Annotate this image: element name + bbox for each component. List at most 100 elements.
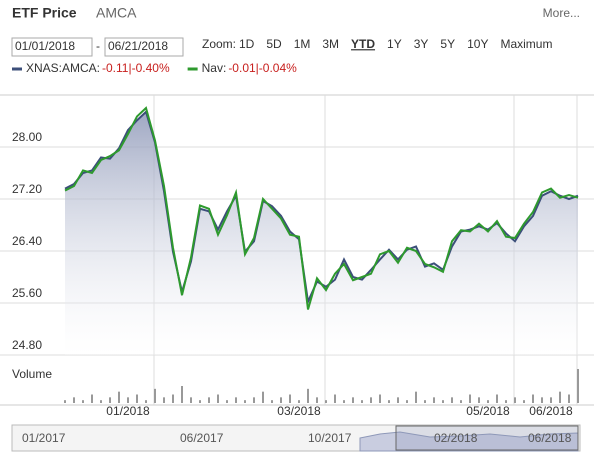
start-input[interactable]	[11, 37, 93, 57]
x-tick-label: 06/2018	[529, 404, 573, 418]
zoom-button[interactable]: 1D	[239, 37, 255, 51]
volume-bar	[64, 400, 66, 403]
title: ETF Price	[12, 5, 77, 21]
zoom-button[interactable]: 3M	[322, 37, 339, 51]
volume-bar	[478, 397, 480, 403]
navigator-label: 10/2017	[308, 431, 352, 445]
volume-bar	[343, 400, 345, 403]
volume-bar	[316, 397, 318, 403]
navigator-area	[359, 431, 579, 452]
volume-bar	[145, 400, 147, 403]
volume-bar	[163, 397, 165, 403]
volume-bar	[172, 394, 174, 403]
volume-bar	[217, 394, 219, 403]
volume-bar	[352, 397, 354, 403]
volume-bar	[370, 397, 372, 403]
legend-name: Nav:	[202, 61, 227, 75]
volume-bar	[505, 400, 507, 403]
volume-bar	[280, 397, 282, 403]
volume-bar	[136, 394, 138, 403]
navigator-window[interactable]	[395, 425, 579, 451]
volume-bar	[415, 391, 417, 403]
volume-bar	[442, 400, 444, 403]
zoom-label: Zoom:	[202, 37, 236, 51]
volume-bar	[559, 391, 561, 403]
start-date: 01/01/2018	[15, 39, 75, 53]
volume-bar	[118, 391, 120, 403]
zoom-button[interactable]: 1M	[294, 37, 311, 51]
volume-bar	[406, 400, 408, 403]
y-tick-label: 26.40	[12, 234, 42, 248]
zoom-button[interactable]: 3Y	[414, 37, 429, 51]
volume-bar	[433, 397, 435, 403]
volume-bar	[451, 397, 453, 403]
legend-change: -0.11|-0.40%	[102, 61, 170, 75]
volume-bar	[262, 391, 264, 403]
ticker: AMCA	[96, 5, 137, 21]
volume-bar	[181, 386, 183, 403]
navigator-label: 02/2018	[434, 431, 478, 445]
volume-bar	[289, 394, 291, 403]
volume-bar	[550, 397, 552, 403]
volume-bar	[523, 400, 525, 403]
volume-bar	[532, 394, 534, 403]
volume-bar	[541, 397, 543, 403]
x-tick-label: 05/2018	[466, 404, 510, 418]
volume-bar	[487, 400, 489, 403]
volume-bar	[469, 394, 471, 403]
volume-bar	[361, 400, 363, 403]
volume-bar	[379, 394, 381, 403]
y-tick-label: 24.80	[12, 338, 42, 352]
volume-bar	[91, 394, 93, 403]
separator: -	[96, 39, 100, 53]
zoom-button[interactable]: 10Y	[467, 37, 488, 51]
legend-change: -0.01|-0.04%	[228, 61, 297, 75]
volume-bar	[460, 400, 462, 403]
volume-bar	[514, 397, 516, 403]
volume-bar	[388, 400, 390, 403]
volume-bar	[424, 400, 426, 403]
volume-bar	[271, 400, 273, 403]
line	[64, 106, 579, 310]
x-tick-label: 03/2018	[277, 404, 321, 418]
zoom-button[interactable]: 5Y	[440, 37, 455, 51]
zoom-button[interactable]: 5D	[266, 37, 282, 51]
volume-label: Volume	[12, 367, 52, 381]
y-tick-label: 27.20	[12, 182, 42, 196]
volume-bar	[208, 397, 210, 403]
navigator-label: 06/2018	[528, 431, 572, 445]
volume-bar	[298, 400, 300, 403]
zoom-button[interactable]: Maximum	[500, 37, 552, 51]
volume-bar	[325, 400, 327, 403]
legend-name: XNAS:AMCA:	[26, 61, 100, 75]
volume-bar	[73, 397, 75, 403]
volume-bar	[568, 394, 570, 403]
volume-bar	[253, 397, 255, 403]
zoom-button[interactable]: 1Y	[387, 37, 402, 51]
volume-bar	[397, 397, 399, 403]
y-tick-label: 28.00	[12, 130, 42, 144]
navigator-label: 01/2017	[22, 431, 66, 445]
volume-bar	[496, 394, 498, 403]
volume-bar	[82, 400, 84, 403]
volume-bar	[577, 369, 579, 403]
more-link[interactable]: More...	[543, 6, 580, 20]
volume-bar	[190, 397, 192, 403]
volume-bar	[154, 388, 156, 403]
volume-bar	[334, 394, 336, 403]
volume-bar	[100, 400, 102, 403]
y-tick-label: 25.60	[12, 286, 42, 300]
volume-bar	[244, 400, 246, 403]
end-input[interactable]	[104, 37, 184, 57]
navigator-label: 06/2017	[180, 431, 224, 445]
area	[65, 111, 578, 356]
volume-bar	[235, 397, 237, 403]
volume-bar	[199, 400, 201, 403]
x-tick-label: 01/2018	[106, 404, 150, 418]
volume-bar	[127, 397, 129, 403]
volume-bar	[307, 388, 309, 403]
volume-bar	[226, 400, 228, 403]
zoom-button[interactable]: YTD	[351, 37, 375, 51]
